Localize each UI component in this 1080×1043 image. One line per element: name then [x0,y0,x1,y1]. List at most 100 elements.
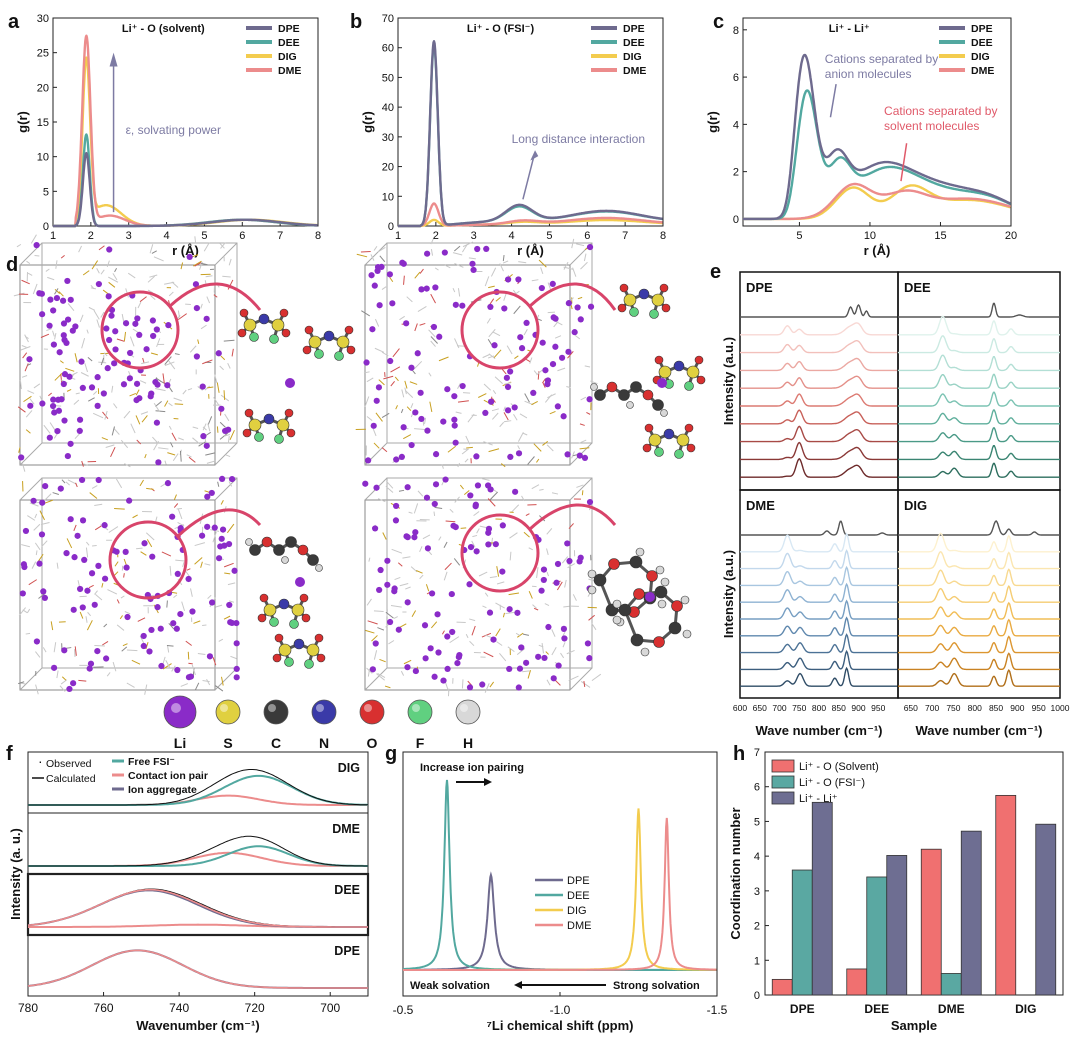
bond [578,439,587,444]
bond [190,588,193,597]
li-atom [233,619,240,627]
plot-frame [742,17,1012,227]
bond [24,336,29,340]
bond [513,414,518,421]
x-tick-label: 1 [395,230,401,242]
bond [147,275,156,283]
bond [567,350,574,359]
x-axis-title: r (Å) [864,243,891,258]
li-atom [211,524,218,531]
legend-atom [455,699,481,725]
bond [397,562,403,567]
atom [314,633,324,643]
li-atom [218,405,225,412]
bond [155,388,166,392]
li-atom [560,625,568,632]
li-atom [467,492,474,499]
atom [660,577,670,587]
li-atom [541,654,548,662]
li-atom [67,516,74,523]
bond [399,315,405,321]
li-atom [127,349,134,357]
bond [121,313,125,322]
bond [492,398,496,403]
li-atom [21,563,28,571]
spectrum-line [740,549,898,570]
x-tick-label: 750 [946,703,960,713]
atom [278,598,290,610]
bond [94,644,105,647]
bond [200,561,203,568]
li-atom [514,609,521,616]
arrow-line [900,143,908,182]
legend-label: DEE [623,37,645,49]
li-atom [428,590,436,597]
x-tick-label: 8 [315,230,321,242]
legend-atom-label: O [367,735,378,751]
bond [381,351,389,357]
bond [373,650,378,660]
bond [94,590,98,595]
bond [152,436,158,443]
bond [173,397,183,402]
li-atom [577,316,584,323]
bond [547,393,556,399]
fsi-molecule [272,633,326,669]
series-line-dpe [52,152,319,228]
bond [40,333,50,338]
li-atom [193,304,200,312]
highlight-circle [100,290,180,370]
li-atom [424,427,431,434]
spectrum-line [898,652,1060,671]
bond [365,629,375,634]
bond [488,285,495,289]
atom [323,330,335,342]
bond [102,641,109,646]
li-atom [515,450,523,457]
legend-label: Li⁺ - Li⁺ [799,793,838,805]
bond [430,336,438,344]
y-tick-label: 0 [754,990,760,1002]
bond [373,610,384,612]
bond [207,594,212,599]
simulation-box-3 [18,475,262,695]
li-atom [95,476,102,484]
bond [220,499,224,505]
atom [285,536,297,548]
bond [230,655,237,660]
x-tick-label: -0.5 [393,1003,414,1017]
y-tick-label: 5 [754,816,760,828]
bond [146,487,154,490]
li-atom [499,568,506,575]
li-atom [233,665,240,673]
li-atom [444,386,451,393]
chart-panel-c: 5 10 15 20 0 2 4 6 8 r (Å) g(r) c Li⁺ - Li⁺ DPE DEE DIG… [705,11,1017,258]
li-atom [479,681,486,688]
li-atom [550,314,557,321]
bond [153,441,160,451]
legend-atom-label: C [271,735,281,751]
legend-label: DIG [971,51,990,63]
bond [503,412,509,421]
x-tick-label: 3 [126,230,132,242]
atom [344,325,354,335]
bond [383,375,394,380]
li-atom [225,426,232,433]
bond [144,453,147,459]
bond [121,646,128,652]
bond [66,538,73,549]
row-label: DIG [338,761,360,775]
bond [177,509,183,520]
bond [373,442,380,449]
atom [237,328,247,338]
li-atom [177,611,184,618]
x-tick-label: 10 [864,230,876,242]
bond [61,676,67,681]
box-edge [569,477,593,501]
spectrum-line [740,565,898,587]
bond [18,607,26,616]
li-atom [218,535,225,542]
bond [153,402,161,413]
spectrum-line [898,550,1060,570]
bond [146,539,153,548]
